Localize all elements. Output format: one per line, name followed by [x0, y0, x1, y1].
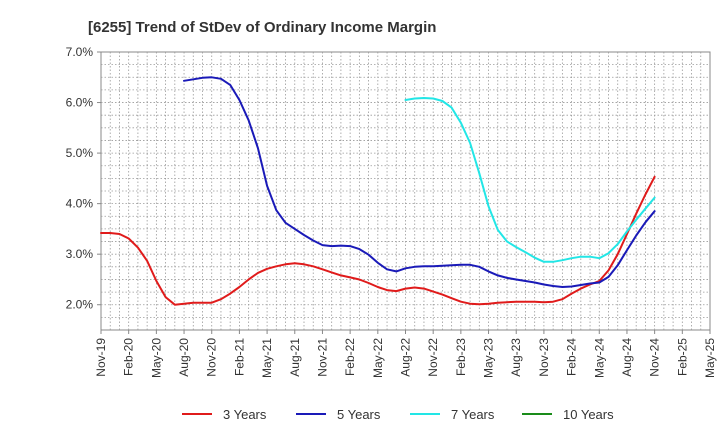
legend: 3 Years 5 Years 7 Years 10 Years — [182, 407, 614, 422]
y-tick-label: 3.0% — [66, 247, 94, 261]
x-axis: Nov-19 Feb-20 May-20 Aug-20 Nov-20 Feb-21 May-… — [94, 330, 717, 378]
x-tick-label: Feb-20 — [122, 338, 136, 376]
x-tick-label: Nov-22 — [426, 338, 440, 377]
series-line-7-years — [404, 97, 656, 263]
x-tick-label: Aug-24 — [620, 338, 634, 377]
x-tick-label: Aug-20 — [177, 338, 191, 377]
y-tick-label: 6.0% — [66, 96, 94, 110]
x-tick-label: Aug-22 — [399, 338, 413, 377]
x-tick-label: Feb-23 — [454, 338, 468, 376]
y-tick-label: 2.0% — [66, 298, 94, 312]
legend-label-7-years: 7 Years — [451, 407, 495, 422]
y-axis: 2.0% 3.0% 4.0% 5.0% 6.0% 7.0% — [66, 45, 101, 312]
x-tick-label: May-25 — [703, 338, 717, 378]
x-tick-label: Nov-21 — [315, 338, 329, 377]
y-tick-label: 4.0% — [66, 197, 94, 211]
x-tick-label: May-22 — [371, 338, 385, 378]
x-tick-label: Nov-24 — [648, 338, 662, 377]
y-tick-label: 7.0% — [66, 45, 94, 59]
legend-label-3-years: 3 Years — [223, 407, 267, 422]
x-tick-label: Nov-19 — [94, 338, 108, 377]
x-tick-label: May-20 — [149, 338, 163, 378]
x-tick-label: May-21 — [260, 338, 274, 378]
x-tick-label: May-23 — [482, 338, 496, 378]
x-tick-label: Nov-23 — [537, 338, 551, 377]
x-tick-label: Feb-22 — [343, 338, 357, 376]
x-tick-label: Aug-21 — [288, 338, 302, 377]
chart-title: [6255] Trend of StDev of Ordinary Income… — [88, 19, 436, 36]
x-tick-label: May-24 — [592, 338, 606, 378]
legend-label-10-years: 10 Years — [563, 407, 614, 422]
legend-label-5-years: 5 Years — [337, 407, 381, 422]
x-tick-label: Nov-20 — [205, 338, 219, 377]
x-tick-label: Feb-21 — [232, 338, 246, 376]
plot-area — [100, 51, 711, 331]
x-tick-label: Feb-24 — [565, 338, 579, 376]
y-tick-label: 5.0% — [66, 146, 94, 160]
series-line-3-years — [100, 175, 656, 306]
series-line-5-years — [183, 76, 656, 288]
x-tick-label: Aug-23 — [509, 338, 523, 377]
x-tick-label: Feb-25 — [675, 338, 689, 376]
